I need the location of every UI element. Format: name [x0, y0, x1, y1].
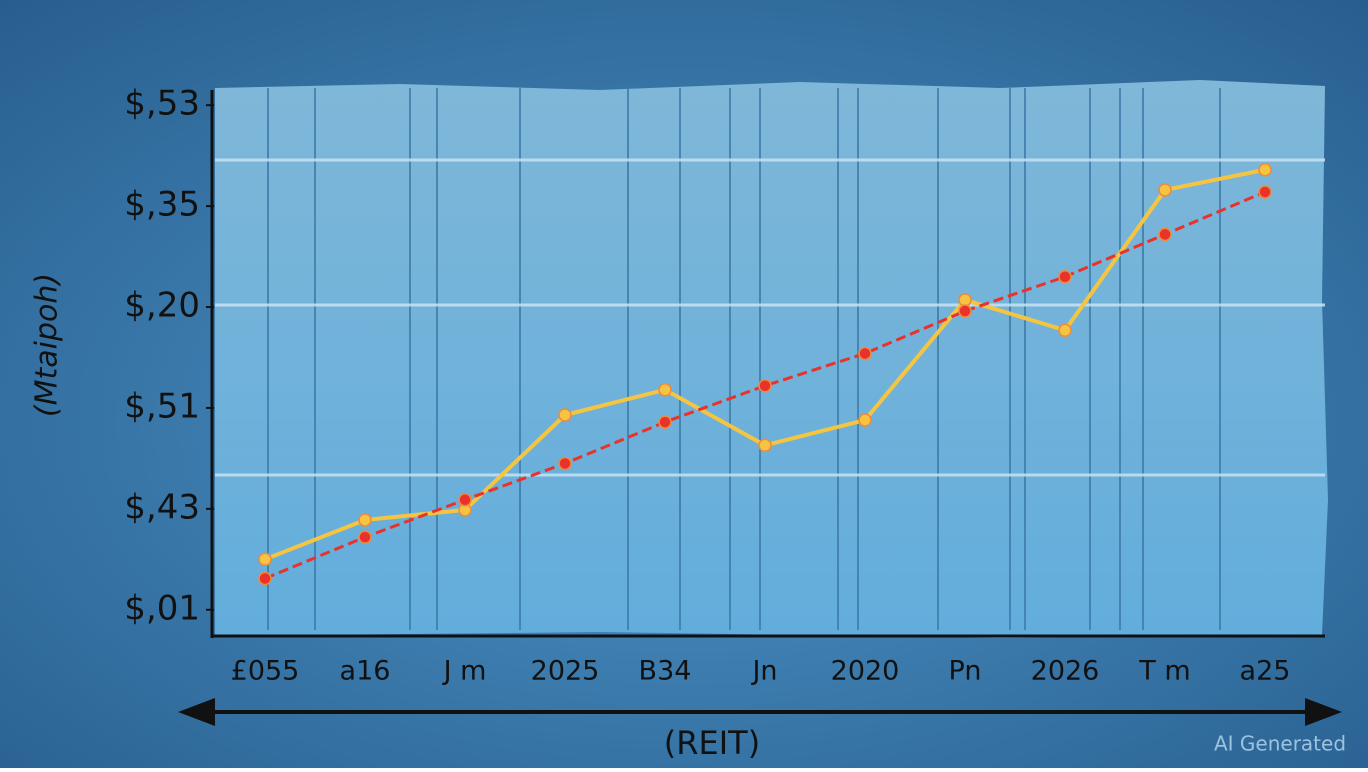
- point: [258, 571, 272, 586]
- x-arrow: [178, 698, 1342, 726]
- series-line: [264, 190, 1266, 580]
- x-tick-label: Jn: [750, 656, 777, 687]
- plot-area: [215, 80, 1328, 638]
- point: [358, 513, 372, 527]
- point: [758, 438, 772, 453]
- point: [958, 293, 972, 307]
- y-tick-label: $,51: [124, 386, 200, 426]
- x-tick-label: 2020: [831, 656, 900, 687]
- x-tick-label: a16: [340, 656, 391, 687]
- point: [658, 383, 672, 397]
- point: [258, 552, 272, 567]
- x-tick-label: Pn: [949, 656, 982, 687]
- x-tick-label: B34: [639, 656, 692, 687]
- point: [858, 413, 872, 427]
- point: [1258, 163, 1272, 177]
- x-tick-label: T m: [1138, 656, 1190, 687]
- point: [1058, 269, 1072, 284]
- point: [758, 378, 772, 393]
- point: [1158, 227, 1172, 242]
- decorative-hlines: [215, 158, 1325, 477]
- point: [858, 346, 872, 361]
- y-axis-title: (Mtaipoh): [30, 273, 65, 417]
- watermark: AI Generated: [1214, 732, 1346, 756]
- point: [1158, 183, 1172, 197]
- x-tick-label: J m: [442, 656, 487, 687]
- y-tick-label: $,35: [124, 185, 200, 225]
- point: [558, 456, 572, 471]
- x-tick-label: 2025: [531, 656, 600, 687]
- decorative-grid: [267, 88, 1221, 630]
- point: [358, 530, 372, 544]
- x-axis-title: (REIT): [664, 724, 760, 762]
- point: [458, 493, 472, 507]
- x-tick-label: £055: [231, 656, 300, 687]
- point: [558, 408, 572, 422]
- y-tick-label: $,20: [124, 286, 200, 326]
- point: [658, 415, 672, 429]
- y-tick-label: $,43: [124, 487, 200, 527]
- y-tick-label: $,01: [124, 588, 200, 628]
- y-tick-label: $,53: [124, 84, 200, 124]
- point: [1058, 323, 1072, 337]
- point: [958, 304, 972, 318]
- point: [1258, 185, 1272, 199]
- x-tick-label: 2026: [1031, 656, 1100, 687]
- x-tick-label: a25: [1240, 656, 1291, 687]
